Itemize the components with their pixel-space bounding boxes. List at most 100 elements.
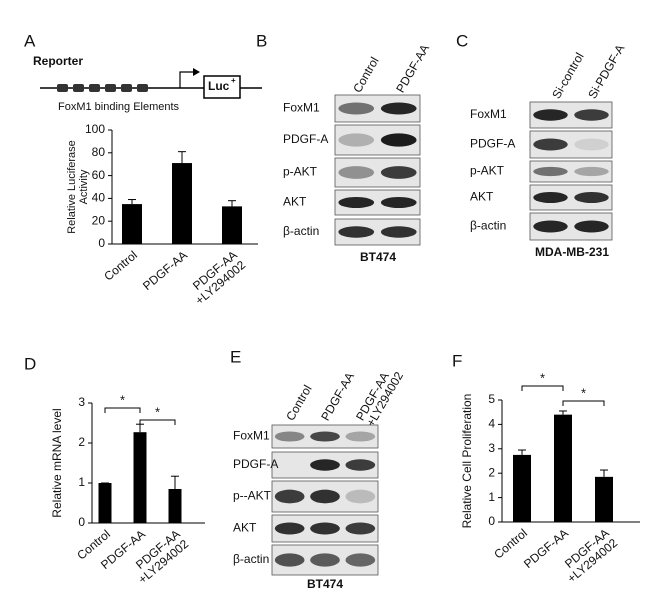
x-tick-label: Control xyxy=(101,248,140,284)
blot-row-label: β-actin xyxy=(470,219,506,233)
blot-band xyxy=(380,166,417,179)
bar xyxy=(595,476,613,522)
bar xyxy=(554,414,572,522)
blot-band xyxy=(380,102,417,115)
blot-row-label: AKT xyxy=(233,521,257,535)
blot-band xyxy=(533,192,568,203)
y-tick-label: 100 xyxy=(85,122,105,136)
panel-label: C xyxy=(456,31,468,50)
blot-band xyxy=(345,522,376,535)
bar xyxy=(513,454,531,522)
blot-band xyxy=(380,226,417,238)
blot-band xyxy=(380,133,417,147)
significance-bracket xyxy=(521,385,564,391)
blot-band xyxy=(274,553,305,567)
reporter-gene: Luc xyxy=(208,79,230,93)
error-bar xyxy=(228,200,236,207)
significance-bracket xyxy=(139,419,176,425)
blot-row-label: p-AKT xyxy=(470,164,505,178)
blot-caption: BT474 xyxy=(360,250,396,264)
bar xyxy=(133,432,147,523)
y-axis-label: Relative mRNA level xyxy=(50,408,64,517)
bar xyxy=(122,204,142,244)
blot-band xyxy=(345,459,376,471)
blot-band xyxy=(533,138,568,151)
bar xyxy=(222,206,242,244)
significance-label: * xyxy=(540,370,545,385)
y-tick-label: 3 xyxy=(488,441,495,455)
y-tick-label: 60 xyxy=(92,168,106,182)
blot-column-label: PDGF-AA xyxy=(318,370,357,423)
panel-label: D xyxy=(24,354,36,373)
bar xyxy=(98,483,112,523)
y-tick-label: 20 xyxy=(92,213,106,227)
blot-caption: MDA-MB-231 xyxy=(535,245,609,259)
blot-band xyxy=(310,489,340,504)
y-tick-label: 5 xyxy=(488,392,495,406)
error-bar xyxy=(136,423,144,433)
blot-column-label: Si-PDGF-A xyxy=(585,42,627,101)
y-tick-label: 2 xyxy=(488,465,495,479)
y-tick-label: 1 xyxy=(488,490,495,504)
blot-band xyxy=(345,431,376,442)
y-tick-label: 0 xyxy=(78,515,85,529)
bar xyxy=(172,163,192,244)
significance-label: * xyxy=(120,392,125,407)
blot-row-label: PDGF-A xyxy=(470,137,515,151)
y-tick-label: 4 xyxy=(488,417,495,431)
x-tick-label: PDGF-AA+LY294002 xyxy=(184,248,248,308)
blot-row-label: p--AKT xyxy=(233,489,272,503)
blot-band xyxy=(274,431,305,442)
blot-row-label: p-AKT xyxy=(283,165,318,179)
panel-label: A xyxy=(24,31,36,50)
blot-band xyxy=(338,133,375,147)
blot-band xyxy=(274,522,305,535)
blot-band xyxy=(533,220,568,233)
blot-band xyxy=(574,166,609,177)
blot-band xyxy=(574,109,609,121)
blot-caption: BT474 xyxy=(307,577,343,591)
significance-label: * xyxy=(155,404,160,419)
significance-bracket xyxy=(562,400,605,406)
blot-row-label: PDGF-A xyxy=(233,457,278,471)
blot-strip xyxy=(529,160,613,183)
blot-band xyxy=(533,109,568,121)
blot-column-label: Si-control xyxy=(549,50,586,101)
blot-band xyxy=(533,166,568,177)
significance-label: * xyxy=(581,385,586,400)
blot-row-label: FoxM1 xyxy=(233,429,270,443)
blot-band xyxy=(310,553,340,567)
blot-band xyxy=(338,197,375,208)
blot-band xyxy=(574,220,609,233)
panel-label: F xyxy=(452,351,462,370)
blot-band xyxy=(574,192,609,203)
x-tick-label: Control xyxy=(491,526,530,562)
reporter-gene-sup: + xyxy=(231,76,236,85)
x-tick-label: PDGF-AA xyxy=(140,248,190,293)
blot-column-label: PDGF-AA xyxy=(393,42,432,95)
blot-band xyxy=(310,459,340,471)
reporter-elements: FoxM1 binding Elements xyxy=(58,101,180,113)
y-tick-label: 3 xyxy=(78,395,85,409)
significance-bracket xyxy=(104,407,141,413)
error-bar xyxy=(171,475,179,489)
error-bar xyxy=(600,469,608,477)
error-bar xyxy=(559,410,567,415)
blot-band xyxy=(338,166,375,179)
x-tick-label: PDGF-AA xyxy=(521,526,571,571)
blot-row-label: AKT xyxy=(470,190,494,204)
bar xyxy=(168,489,182,523)
blot-band xyxy=(338,102,375,115)
blot-row-label: AKT xyxy=(283,195,307,209)
blot-band xyxy=(380,197,417,208)
blot-column-label: PDGF-AA+LY294002 xyxy=(353,363,406,429)
error-bar xyxy=(518,449,526,455)
blot-band xyxy=(310,431,340,442)
reporter-title: Reporter xyxy=(33,54,83,68)
blot-column-label: Control xyxy=(350,55,381,96)
blot-band xyxy=(574,138,609,151)
blot-band xyxy=(274,489,305,504)
panel-label: E xyxy=(230,347,241,366)
y-tick-label: 2 xyxy=(78,435,85,449)
